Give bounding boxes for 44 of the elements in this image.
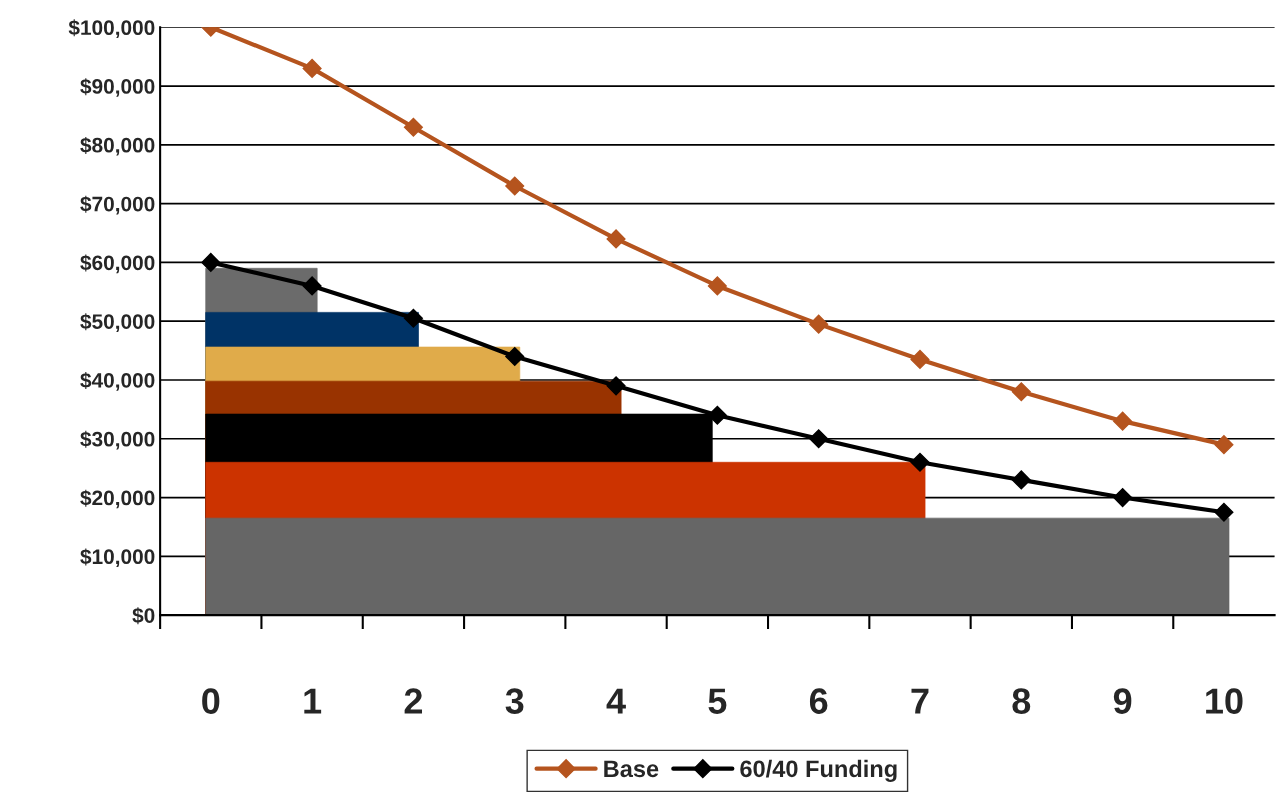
y-tick-label: $70,000 xyxy=(80,195,155,215)
x-tick-label: 0 xyxy=(202,688,220,714)
point xyxy=(302,58,322,78)
point xyxy=(1113,488,1133,508)
point xyxy=(1113,411,1133,431)
x-tick-label: 2 xyxy=(404,688,423,714)
x-tick-label: 6 xyxy=(809,688,828,714)
point xyxy=(910,349,930,369)
point xyxy=(910,452,930,472)
point xyxy=(1214,435,1234,455)
point xyxy=(809,314,829,334)
x-tick-label: 7 xyxy=(911,688,929,714)
point xyxy=(606,229,626,249)
y-tick-label: $0 xyxy=(132,607,155,625)
x-tick-label: 4 xyxy=(606,688,626,714)
point xyxy=(1214,502,1234,522)
point xyxy=(707,276,727,296)
x-tick-label: 9 xyxy=(1113,688,1132,714)
point xyxy=(201,252,221,272)
x-tick-label: 5 xyxy=(708,688,727,714)
y-tick-label: $50,000 xyxy=(80,313,155,332)
point xyxy=(1011,470,1031,490)
point xyxy=(403,117,423,137)
point xyxy=(403,308,423,328)
point xyxy=(302,276,322,296)
point xyxy=(809,429,829,449)
y-tick-label: $60,000 xyxy=(80,254,155,274)
legend-label: 60/40 Funding xyxy=(740,759,897,782)
x-tick-label: 8 xyxy=(1012,688,1031,714)
point xyxy=(505,346,525,367)
y-tick-label: $80,000 xyxy=(80,136,155,156)
point xyxy=(1011,382,1031,402)
point xyxy=(505,176,525,196)
y-tick-label: $20,000 xyxy=(80,489,155,509)
x-tick-label: 10 xyxy=(1206,688,1243,714)
point xyxy=(606,376,626,396)
y-tick-label: $90,000 xyxy=(80,78,155,97)
y-tick-label: $40,000 xyxy=(80,372,155,391)
x-tick-label: 1 xyxy=(304,688,322,714)
y-tick-label: $30,000 xyxy=(80,430,155,450)
y-tick-label: $100,000 xyxy=(68,19,155,39)
y-tick-label: $10,000 xyxy=(80,548,155,568)
x-tick-label: 3 xyxy=(505,688,524,714)
legend-label: Base xyxy=(604,760,659,778)
